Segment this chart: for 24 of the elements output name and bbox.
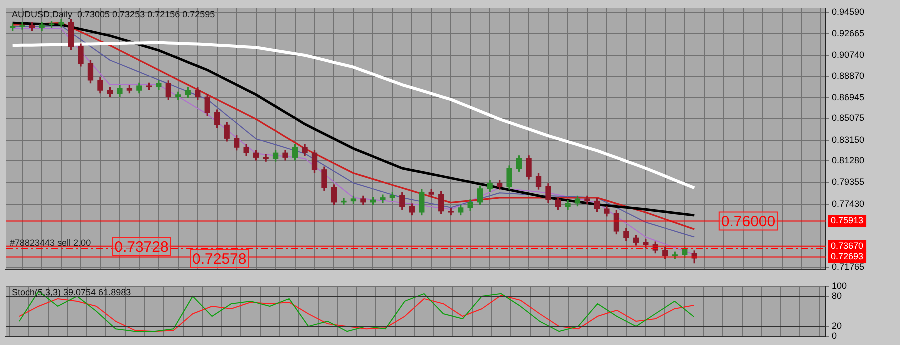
- y-tick-label: 100: [832, 280, 848, 291]
- y-tick-label: 0.83150: [832, 134, 865, 145]
- y-tick-label: 0.81280: [832, 156, 865, 166]
- y-tick-label: 20: [832, 321, 842, 332]
- y-tick-label: 0.86945: [832, 92, 865, 102]
- y-tick-label: 0.85075: [832, 113, 865, 124]
- annotation: 0.73728: [114, 238, 169, 256]
- y-tick-label: 0.90740: [832, 50, 865, 60]
- y-tick-label: 0.94590: [832, 6, 865, 17]
- annotation: 0.72578: [192, 251, 247, 268]
- y-tick-label: 0.92665: [832, 28, 865, 38]
- ref-line-label: #78823443 sell 2.00: [10, 238, 92, 248]
- ref-line-label: 0.73670: [831, 240, 864, 251]
- chart-title: AUDUSD,Daily 0.73005 0.73253 0.72156 0.72595: [12, 9, 216, 20]
- annotation: 0.76000: [721, 213, 776, 230]
- y-tick-label: 0.71765: [832, 262, 865, 272]
- y-tick-label: 80: [832, 290, 842, 301]
- y-tick-label: 0.88870: [832, 70, 865, 81]
- chart-title: Stoch(5,3,3) 39.0754 61.8983: [12, 287, 132, 298]
- ref-line-label: 0.75913: [831, 216, 864, 226]
- y-tick-label: 0.77430: [832, 198, 865, 209]
- y-tick-label: 0: [832, 331, 838, 342]
- ref-line-label: 0.72693: [831, 252, 864, 262]
- y-tick-label: 0.79355: [832, 177, 865, 188]
